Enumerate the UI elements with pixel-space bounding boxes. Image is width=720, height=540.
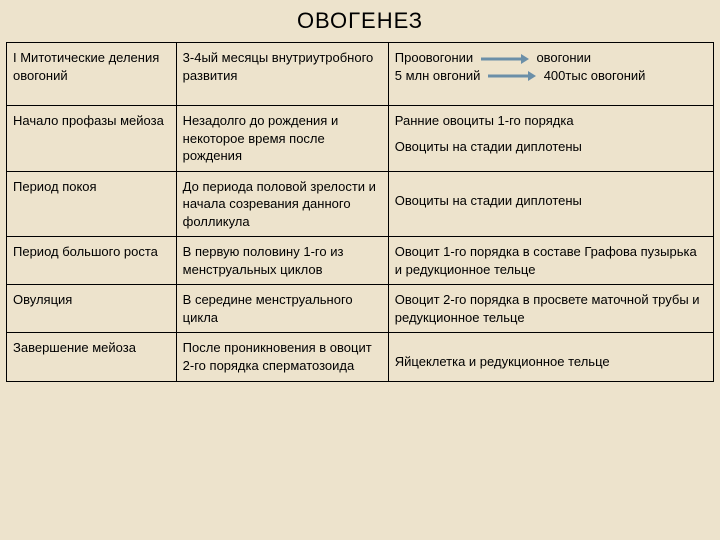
cell-timing: Незадолго до рождения и некоторое время … — [176, 106, 388, 172]
arrow-icon — [488, 71, 536, 81]
page: ОВОГЕНЕЗ I Митотические деления овогоний… — [0, 0, 720, 540]
table-row: Период большого роста В первую половину … — [7, 237, 714, 285]
table-row: Период покоя До периода половой зрелости… — [7, 171, 714, 237]
cell-stage: Овуляция — [7, 285, 177, 333]
table-row: Начало профазы мейоза Незадолго до рожде… — [7, 106, 714, 172]
cell-result: Овоциты на стадии диплотены — [388, 171, 713, 237]
cell-result: Овоцит 2-го порядка в просвете маточной … — [388, 285, 713, 333]
cell-result: Овоцит 1-го порядка в составе Графова пу… — [388, 237, 713, 285]
table-row: Завершение мейоза После проникновения в … — [7, 333, 714, 381]
cell-timing: После проникновения в овоцит 2-го порядк… — [176, 333, 388, 381]
cell-stage: I Митотические деления овогоний — [7, 43, 177, 106]
result-line: Овоциты на стадии диплотены — [395, 178, 707, 210]
cell-stage: Период большого роста — [7, 237, 177, 285]
cell-stage: Завершение мейоза — [7, 333, 177, 381]
arrow-icon — [481, 54, 529, 64]
oogenesis-table: I Митотические деления овогоний 3-4ый ме… — [6, 42, 714, 382]
table-row: Овуляция В середине менструального цикла… — [7, 285, 714, 333]
flow-b: овогонии — [536, 49, 591, 67]
cell-result: Проовогонии овогонии 5 млн овгоний 400 — [388, 43, 713, 106]
flow-d: 400тыс овогоний — [544, 67, 646, 85]
cell-result: Яйцеклетка и редукционное тельце — [388, 333, 713, 381]
cell-stage: Начало профазы мейоза — [7, 106, 177, 172]
cell-stage: Период покоя — [7, 171, 177, 237]
table-row: I Митотические деления овогоний 3-4ый ме… — [7, 43, 714, 106]
flow-c: 5 млн овгоний — [395, 67, 481, 85]
cell-result: Ранние овоциты 1-го порядка Овоциты на с… — [388, 106, 713, 172]
cell-timing: В середине менструального цикла — [176, 285, 388, 333]
cell-timing: В первую половину 1-го из менструальных … — [176, 237, 388, 285]
result-line: Яйцеклетка и редукционное тельце — [395, 339, 707, 371]
cell-timing: До периода половой зрелости и начала соз… — [176, 171, 388, 237]
cell-timing: 3-4ый месяцы внутриутробного развития — [176, 43, 388, 106]
result-line: Ранние овоциты 1-го порядка — [395, 112, 707, 130]
page-title: ОВОГЕНЕЗ — [6, 8, 714, 34]
flow-a: Проовогонии — [395, 49, 473, 67]
result-line: Овоциты на стадии диплотены — [395, 138, 707, 156]
